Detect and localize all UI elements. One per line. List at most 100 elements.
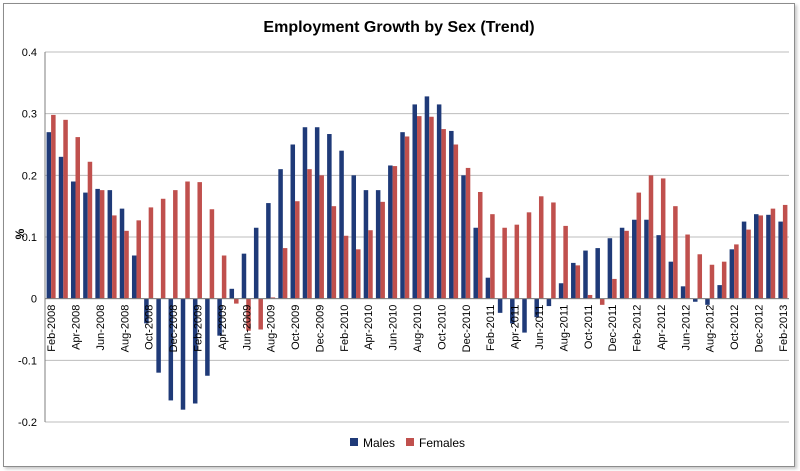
bar-females-Apr-2012 xyxy=(660,178,666,299)
bar-females-Feb-2013 xyxy=(782,204,788,299)
bar-males-Jul-2012 xyxy=(693,298,698,302)
x-tick-label: Oct-2008 xyxy=(144,305,156,350)
bar-females-Jan-2010 xyxy=(331,206,337,299)
bar-males-Feb-2009 xyxy=(192,298,198,404)
legend: Males Females xyxy=(350,436,465,450)
bar-females-Oct-2009 xyxy=(295,201,300,299)
bar-males-Sep-2012 xyxy=(717,285,722,299)
bar-males-May-2010 xyxy=(375,190,381,299)
x-tick-label: Jun-2010 xyxy=(388,305,400,351)
bar-females-Feb-2012 xyxy=(636,192,642,299)
y-tick-label: 0.4 xyxy=(22,47,37,59)
bar-females-Mar-2009 xyxy=(209,209,215,299)
x-tick-label: Dec-2010 xyxy=(461,305,473,353)
bar-males-Jul-2010 xyxy=(400,132,405,299)
bar-males-Jan-2011 xyxy=(473,227,478,299)
bar-males-Oct-2008 xyxy=(144,298,149,324)
bar-males-May-2011 xyxy=(522,298,527,333)
y-tick-label: 0.1 xyxy=(22,232,37,244)
x-tick-label: Aug-2012 xyxy=(705,305,717,353)
bar-males-Sep-2011 xyxy=(571,262,576,299)
bar-males-Jun-2009 xyxy=(241,253,247,299)
bar-females-Jul-2010 xyxy=(404,136,410,299)
bar-males-Jun-2011 xyxy=(534,298,539,318)
y-tick-label: 0 xyxy=(31,294,37,306)
bar-females-May-2008 xyxy=(87,161,93,299)
bar-males-Jul-2011 xyxy=(546,298,552,307)
bar-males-Jun-2012 xyxy=(680,286,686,299)
bar-females-Dec-2009 xyxy=(319,175,324,299)
bar-females-Jun-2011 xyxy=(538,196,544,299)
bar-females-Jul-2011 xyxy=(551,202,556,299)
bar-females-Jul-2008 xyxy=(112,215,117,299)
bar-females-Nov-2012 xyxy=(746,229,751,299)
bar-males-Sep-2008 xyxy=(131,255,137,299)
chart-frame: Employment Growth by Sex (Trend) % 0.4 0.… xyxy=(3,3,795,467)
bar-females-May-2011 xyxy=(526,212,532,299)
bar-females-Jan-2012 xyxy=(624,230,629,299)
bar-males-Apr-2009 xyxy=(217,298,222,336)
bar-males-Jan-2009 xyxy=(180,298,186,410)
chart: Employment Growth by Sex (Trend) % 0.4 0.… xyxy=(13,19,790,450)
x-tick-label: Oct-2009 xyxy=(290,305,302,350)
bar-females-Mar-2012 xyxy=(648,175,654,299)
bar-females-Oct-2011 xyxy=(587,294,593,299)
x-tick-label: Jun-2009 xyxy=(241,305,253,351)
y-tick-label: 0.2 xyxy=(22,170,37,182)
bar-females-Dec-2011 xyxy=(612,278,617,299)
bar-females-Aug-2009 xyxy=(270,297,276,299)
bar-males-Jan-2013 xyxy=(766,214,771,299)
bar-females-Feb-2008 xyxy=(51,114,56,299)
bar-females-Apr-2011 xyxy=(514,224,520,299)
x-tick-label: Dec-2009 xyxy=(314,305,326,353)
x-tick-label: Aug-2011 xyxy=(558,305,570,352)
bar-males-Feb-2012 xyxy=(632,219,637,299)
bar-males-Oct-2012 xyxy=(729,249,735,299)
x-tick-label: Feb-2011 xyxy=(485,305,497,351)
x-tick-label: Dec-2008 xyxy=(168,305,180,353)
x-tick-label: Oct-2011 xyxy=(583,305,595,349)
bar-males-Aug-2008 xyxy=(119,208,125,299)
bar-females-Feb-2010 xyxy=(343,235,349,299)
y-tick-label: -0.1 xyxy=(18,355,37,367)
bar-males-Nov-2010 xyxy=(449,130,454,299)
bar-females-Nov-2010 xyxy=(453,144,459,299)
x-tick-label: Feb-2010 xyxy=(339,305,351,352)
bar-females-Aug-2010 xyxy=(417,116,422,299)
bar-males-Aug-2010 xyxy=(412,104,417,299)
bar-males-Nov-2011 xyxy=(595,248,600,299)
bar-females-Nov-2011 xyxy=(599,298,605,305)
x-tick-label: Apr-2009 xyxy=(217,305,229,350)
bar-males-Apr-2010 xyxy=(363,190,369,299)
x-tick-label: Aug-2009 xyxy=(266,305,278,353)
bar-females-Dec-2010 xyxy=(465,167,471,299)
bar-females-Sep-2009 xyxy=(282,248,288,299)
chart-title: Employment Growth by Sex (Trend) xyxy=(263,19,534,36)
bar-males-Jul-2008 xyxy=(107,190,113,299)
bar-males-Nov-2009 xyxy=(302,127,308,299)
x-tick-label: Oct-2012 xyxy=(729,305,741,350)
bar-males-Oct-2011 xyxy=(583,250,588,299)
bar-females-Feb-2009 xyxy=(197,182,202,299)
x-tick-label: Apr-2008 xyxy=(70,305,82,350)
bar-females-Sep-2010 xyxy=(429,116,434,299)
bar-males-May-2008 xyxy=(83,192,88,299)
legend-swatch-females xyxy=(406,438,414,446)
bar-females-Jun-2009 xyxy=(246,298,251,331)
bar-males-Dec-2008 xyxy=(168,298,174,401)
x-tick-label: Feb-2009 xyxy=(192,305,204,352)
bar-females-Jan-2009 xyxy=(185,181,190,299)
x-tick-label: Dec-2011 xyxy=(607,305,619,352)
bar-males-Dec-2009 xyxy=(314,127,320,299)
bar-females-Sep-2011 xyxy=(575,265,581,299)
bar-males-Mar-2010 xyxy=(351,175,357,299)
x-tick-label: Dec-2012 xyxy=(754,305,766,353)
bar-males-Dec-2011 xyxy=(607,238,613,299)
bar-females-Mar-2008 xyxy=(63,119,68,299)
legend-swatch-males xyxy=(350,438,358,446)
bar-males-Apr-2011 xyxy=(510,298,515,324)
bar-males-Sep-2010 xyxy=(424,96,430,299)
bar-females-Feb-2011 xyxy=(490,214,495,299)
bar-males-Nov-2012 xyxy=(741,221,747,299)
bar-females-Jun-2012 xyxy=(685,234,690,299)
